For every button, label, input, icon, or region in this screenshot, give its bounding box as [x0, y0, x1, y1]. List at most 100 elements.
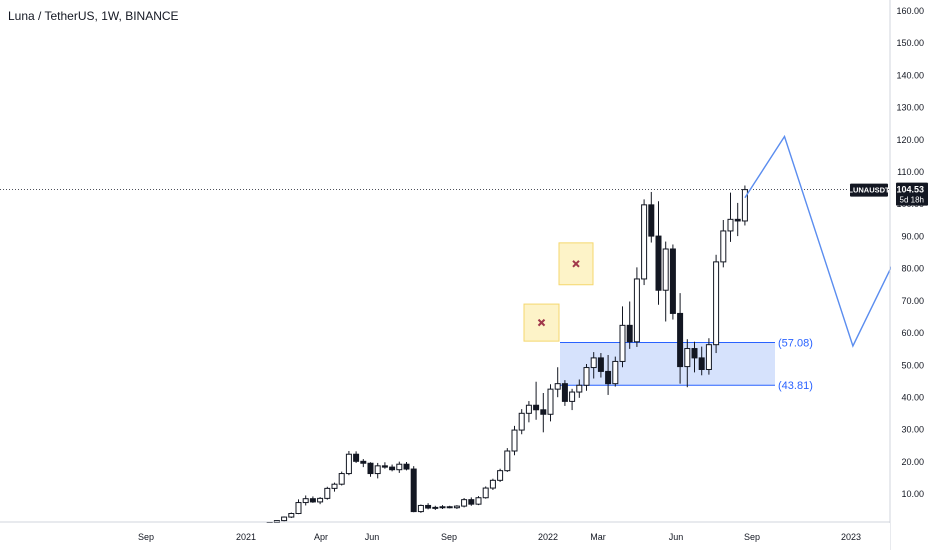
candle-body — [345, 453, 352, 475]
price-tick-label: 40.00 — [901, 393, 924, 403]
candle-body — [605, 370, 612, 385]
price-tick-label: 70.00 — [901, 296, 924, 306]
candle-body — [633, 278, 640, 343]
candle-body — [561, 383, 568, 402]
time-axis-label: 2021 — [236, 532, 256, 542]
candle-body — [641, 204, 648, 280]
time-axis-label: 2023 — [841, 532, 861, 542]
candle-body — [626, 324, 633, 343]
candle-body — [525, 404, 532, 414]
time-axis-label: Sep — [744, 532, 760, 542]
candle-body — [461, 499, 468, 507]
candle-body — [533, 404, 540, 411]
candle-body — [612, 360, 619, 385]
price-tick-label: 130.00 — [896, 103, 924, 113]
candle-body — [583, 367, 590, 386]
candle-body — [410, 468, 417, 513]
candle-body — [497, 470, 504, 481]
candle-body — [734, 218, 741, 222]
zones-layer: (57.08) (43.81) — [523, 242, 813, 392]
price-tick-label: 140.00 — [896, 70, 924, 80]
candle-body — [698, 357, 705, 370]
candle-body — [669, 248, 676, 314]
ticker-tag — [850, 183, 888, 197]
candle-body — [511, 429, 518, 452]
candle-body — [331, 483, 338, 489]
chart-exchange: BINANCE — [125, 9, 179, 23]
candle-body — [389, 466, 396, 471]
candle-body — [403, 463, 410, 470]
candle-body — [720, 230, 727, 263]
price-tick-label: 90.00 — [901, 231, 924, 241]
candle-body — [381, 465, 388, 468]
price-axis-background — [891, 0, 932, 550]
candles-layer — [259, 185, 748, 526]
price-tick-label: 10.00 — [901, 489, 924, 499]
candle-body — [648, 204, 655, 237]
candle-body — [489, 479, 496, 489]
price-tick-label: 160.00 — [896, 6, 924, 16]
chart-title: Luna / TetherUS, 1W, BINANCE — [8, 9, 179, 23]
demand-zone-top-label: (57.08) — [778, 337, 813, 349]
candle-body — [713, 261, 720, 346]
candle-body — [374, 465, 381, 475]
time-axis-label: Jun — [669, 532, 684, 542]
candle-body — [662, 248, 669, 291]
candle-body — [317, 497, 324, 503]
candle-body — [691, 348, 698, 359]
candle-body — [439, 506, 446, 509]
candle-body — [677, 312, 684, 368]
time-axis-background — [0, 523, 890, 550]
candle-body — [554, 383, 561, 390]
candle-body — [482, 487, 489, 499]
candle-body — [547, 388, 554, 415]
candle-body — [475, 497, 482, 505]
time-axis-label: Sep — [138, 532, 154, 542]
countdown-label: 5d 18h — [900, 196, 924, 205]
candle-body — [727, 218, 734, 232]
symbol-base: Luna — [8, 9, 35, 23]
candle-body — [453, 505, 460, 509]
candle-body — [302, 498, 309, 504]
candle-body — [396, 463, 403, 471]
ticker-tag-label: LUNAUSDT — [848, 186, 890, 195]
overlay-layer — [0, 134, 932, 348]
candle-body — [576, 384, 583, 393]
price-tick-label: 80.00 — [901, 264, 924, 274]
candle-body — [288, 513, 295, 518]
candle-body — [597, 357, 604, 372]
price-tick-label: 120.00 — [896, 135, 924, 145]
price-tick-label: 150.00 — [896, 38, 924, 48]
price-tick-label: 60.00 — [901, 328, 924, 338]
fvg-cross-mark — [537, 318, 546, 327]
candle-body — [655, 235, 662, 291]
candle-body — [338, 473, 345, 485]
chart-interval: 1W — [101, 9, 119, 23]
candle-body — [540, 409, 547, 415]
candle-body — [432, 506, 439, 509]
time-axis-label: Mar — [590, 532, 606, 542]
candle-body — [705, 344, 712, 370]
candle-body — [619, 324, 626, 362]
candle-body — [504, 450, 511, 472]
candle-body — [353, 453, 360, 462]
candle-body — [417, 504, 424, 513]
price-tick-label: 110.00 — [897, 167, 924, 177]
candle-body — [518, 412, 525, 431]
price-tick-label: 50.00 — [901, 360, 924, 370]
candle-body — [590, 357, 597, 369]
price-tick-label: 20.00 — [901, 457, 924, 467]
candle-body — [446, 506, 453, 509]
time-axis-label: Jun — [365, 532, 380, 542]
candle-body — [360, 460, 367, 464]
time-axis-label: Apr — [314, 532, 328, 542]
time-axis-label: Sep — [441, 532, 457, 542]
candle-body — [367, 462, 374, 475]
candle-body — [468, 499, 475, 505]
candle-body — [281, 516, 288, 522]
price-tick-label: 30.00 — [901, 425, 924, 435]
candle-body — [309, 498, 316, 503]
candle-body — [684, 348, 691, 368]
